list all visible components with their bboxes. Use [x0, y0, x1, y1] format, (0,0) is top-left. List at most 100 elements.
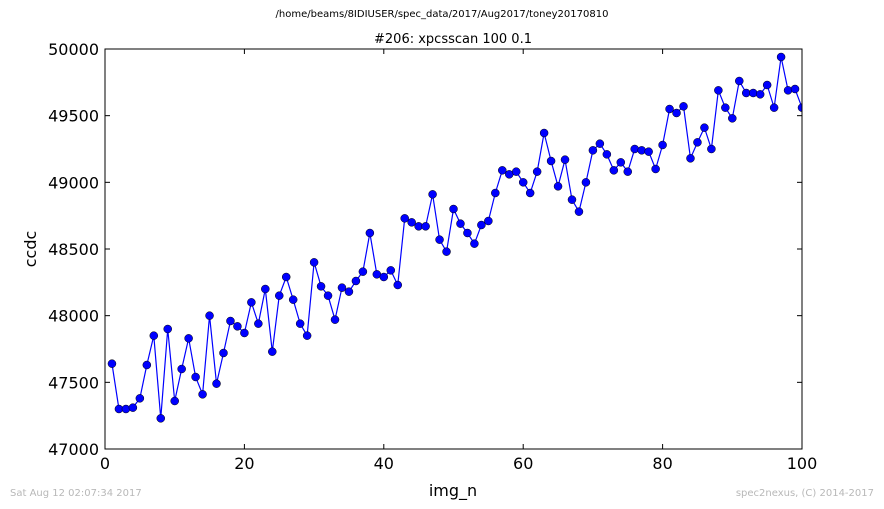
data-point [330, 315, 340, 324]
data-point [693, 138, 702, 147]
data-point [518, 178, 528, 187]
y-tick-label: 49500 [48, 107, 99, 126]
data-point [755, 90, 765, 99]
data-point [163, 324, 172, 334]
data-point [358, 267, 368, 276]
data-point [546, 156, 556, 166]
data-point [205, 311, 214, 320]
data-point [337, 283, 347, 292]
data-point [637, 146, 646, 155]
data-point [281, 272, 291, 282]
data-point [665, 104, 674, 114]
data-point [553, 182, 563, 191]
data-point [700, 123, 709, 132]
data-point [275, 291, 284, 300]
data-point [261, 284, 270, 294]
data-point [728, 114, 737, 123]
data-point [762, 80, 772, 90]
data-point [302, 331, 312, 340]
data-point [428, 190, 437, 199]
data-point [484, 216, 493, 226]
data-point [240, 328, 249, 338]
data-point [268, 347, 277, 356]
data-point [602, 150, 612, 159]
plot-frame [104, 48, 803, 450]
data-point [511, 167, 521, 176]
data-point [776, 52, 786, 62]
data-point [191, 372, 200, 382]
footer-timestamp: Sat Aug 12 02:07:34 2017 [10, 488, 142, 499]
data-point [797, 103, 802, 112]
chart-title: #206: xpcsscan 100 0.1 [374, 32, 532, 47]
data-point [644, 147, 653, 156]
data-point [226, 316, 235, 326]
data-point [783, 86, 793, 95]
data-point [212, 379, 221, 388]
data-point [574, 207, 584, 216]
y-tick-label: 48000 [48, 307, 99, 326]
data-point [170, 396, 179, 406]
footer-credit: spec2nexus, (C) 2014-2017 [735, 488, 874, 499]
y-tick-label: 48500 [48, 240, 99, 259]
y-tick-label: 50000 [48, 40, 99, 59]
data-point [309, 258, 319, 267]
data-point [386, 266, 396, 275]
data-point [254, 319, 263, 328]
data-point [651, 164, 660, 174]
data-point [581, 178, 591, 187]
data-point [790, 84, 800, 94]
x-tick-label: 100 [787, 454, 818, 473]
data-point [616, 158, 626, 167]
data-point [470, 239, 479, 248]
data-point [128, 403, 138, 412]
data-point [588, 146, 598, 155]
data-point [560, 155, 570, 164]
data-point [156, 414, 166, 423]
x-tick-label: 0 [100, 454, 110, 473]
data-point [295, 319, 305, 328]
data-point [344, 287, 354, 296]
data-point [630, 144, 639, 154]
data-point [288, 295, 298, 304]
x-tick-label: 60 [513, 454, 533, 473]
data-point [609, 166, 619, 175]
data-point [247, 298, 256, 307]
data-point [532, 167, 542, 176]
data-point [142, 360, 152, 370]
data-point [316, 282, 326, 291]
data-point [707, 144, 716, 154]
data-point [658, 140, 667, 150]
data-point [400, 214, 409, 223]
data-point [748, 88, 758, 98]
data-point [769, 103, 779, 112]
data-point [735, 76, 744, 86]
x-axis-label: img_n [429, 481, 477, 501]
data-point [714, 86, 723, 95]
data-point [184, 334, 193, 343]
data-point [491, 188, 500, 198]
y-tick-label: 49000 [48, 173, 99, 192]
data-point [121, 404, 131, 414]
data-point [679, 102, 688, 111]
data-point [498, 166, 507, 175]
figure-suptitle: /home/beams/8IDIUSER/spec_data/2017/Aug2… [275, 9, 609, 20]
data-point [623, 167, 632, 176]
data-point [477, 220, 486, 230]
y-tick-label: 47500 [48, 373, 99, 392]
data-point [456, 219, 465, 228]
data-point [233, 322, 242, 331]
data-point [365, 228, 375, 238]
data-point [393, 280, 402, 290]
data-point [107, 359, 117, 368]
y-axis-label: ccdc [21, 231, 40, 268]
data-point [567, 195, 577, 204]
y-tick-label: 47000 [48, 440, 99, 459]
data-point [177, 364, 186, 374]
data-point [351, 276, 361, 286]
data-point [686, 154, 695, 163]
data-point [539, 128, 549, 138]
data-point [149, 331, 159, 340]
data-point [672, 108, 681, 118]
series-line [111, 56, 802, 419]
